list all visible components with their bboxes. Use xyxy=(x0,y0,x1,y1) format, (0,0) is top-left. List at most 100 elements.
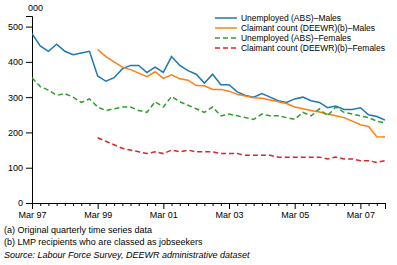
x-tick: Mar 07 xyxy=(347,203,375,220)
x-tick-mark xyxy=(344,203,345,206)
x-tick-mark xyxy=(139,203,140,206)
x-tick xyxy=(106,203,107,206)
y-axis: 0100200300400500 xyxy=(8,17,33,209)
x-tick xyxy=(213,203,214,206)
legend-item: Unemployed (ABS)–Females xyxy=(215,33,351,43)
x-tick-mark xyxy=(122,203,123,206)
legend: Unemployed (ABS)–MalesClaimant count (DE… xyxy=(215,13,385,53)
x-tick-mark xyxy=(180,203,181,206)
y-tick: 0 xyxy=(18,198,32,208)
x-tick xyxy=(196,203,197,206)
x-tick xyxy=(114,203,115,206)
x-tick-mark xyxy=(221,203,222,206)
y-axis-label: 000 xyxy=(28,3,43,13)
x-tick-mark xyxy=(213,203,214,206)
legend-swatch xyxy=(215,37,237,39)
y-tick: 300 xyxy=(8,93,32,103)
x-axis: Mar 97 Mar 99 Mar 01 Mar 03 Mar 05 Mar 07 xyxy=(18,203,385,220)
footnote: (b) LMP recipients who are classed as jo… xyxy=(4,237,203,247)
x-tick-label: Mar 07 xyxy=(347,210,375,220)
x-tick-mark xyxy=(81,203,82,206)
x-tick xyxy=(172,203,173,206)
x-tick-label: Mar 97 xyxy=(18,210,46,220)
x-tick-mark xyxy=(163,203,164,209)
x-tick-mark xyxy=(40,203,41,206)
x-tick xyxy=(328,203,329,206)
x-tick xyxy=(319,203,320,206)
x-tick-mark xyxy=(229,203,230,209)
x-tick-mark xyxy=(245,203,246,206)
series-line xyxy=(32,34,385,120)
y-tick-mark xyxy=(26,203,32,204)
legend-label: Unemployed (ABS)–Females xyxy=(241,33,351,43)
plot: Mar 97Mar 99Mar 01Mar 03Mar 05Mar 070100… xyxy=(8,3,386,220)
y-tick-mark xyxy=(26,62,32,63)
x-tick-mark xyxy=(311,203,312,206)
y-tick-label: 0 xyxy=(18,198,23,208)
x-tick: Mar 01 xyxy=(150,203,178,220)
x-tick-mark xyxy=(188,203,189,206)
x-tick-mark xyxy=(172,203,173,206)
x-tick-mark xyxy=(89,203,90,206)
x-tick-mark xyxy=(98,203,99,209)
x-tick xyxy=(147,203,148,206)
x-tick xyxy=(245,203,246,206)
y-tick-mark xyxy=(26,132,32,133)
x-tick xyxy=(352,203,353,206)
series-line xyxy=(98,138,385,163)
x-tick xyxy=(344,203,345,206)
x-tick-mark xyxy=(352,203,353,206)
x-tick xyxy=(89,203,90,206)
x-tick: Mar 03 xyxy=(216,203,244,220)
x-tick-mark xyxy=(131,203,132,206)
x-tick-label: Mar 01 xyxy=(150,210,178,220)
x-tick xyxy=(270,203,271,206)
x-tick-mark xyxy=(196,203,197,206)
x-tick xyxy=(377,203,378,206)
x-tick-label: Mar 05 xyxy=(281,210,309,220)
x-tick-mark xyxy=(237,203,238,206)
series-line xyxy=(32,78,385,123)
x-tick-mark xyxy=(155,203,156,206)
x-tick-mark xyxy=(204,203,205,206)
x-tick xyxy=(81,203,82,206)
footnote: Source: Labour Force Survey, DEEWR admin… xyxy=(4,250,250,260)
x-tick: Mar 99 xyxy=(84,203,112,220)
y-tick: 200 xyxy=(8,128,32,138)
x-tick xyxy=(262,203,263,206)
x-tick xyxy=(122,203,123,206)
legend-label: Claimant count (DEEWR)(b)–Females xyxy=(241,43,385,53)
x-tick-mark xyxy=(106,203,107,206)
x-axis-line xyxy=(33,204,386,210)
x-tick xyxy=(254,203,255,206)
x-tick xyxy=(303,203,304,206)
x-tick-mark xyxy=(147,203,148,206)
x-tick-mark xyxy=(303,203,304,206)
x-tick-mark xyxy=(278,203,279,206)
x-tick-label: Mar 99 xyxy=(84,210,112,220)
x-tick xyxy=(237,203,238,206)
x-tick xyxy=(73,203,74,206)
y-tick: 500 xyxy=(8,22,32,32)
x-tick-mark xyxy=(254,203,255,206)
x-tick-mark xyxy=(262,203,263,206)
legend-label: Unemployed (ABS)–Males xyxy=(241,13,341,23)
y-tick-mark xyxy=(26,168,32,169)
x-tick xyxy=(278,203,279,206)
legend-item: Claimant count (DEEWR)(b)–Females xyxy=(215,43,385,53)
x-tick-label: Mar 03 xyxy=(216,210,244,220)
x-tick-mark xyxy=(385,203,386,206)
lines xyxy=(32,34,385,163)
x-tick xyxy=(48,203,49,206)
x-tick-mark xyxy=(48,203,49,206)
x-tick xyxy=(286,203,287,206)
footnote: (a) Original quarterly time series data xyxy=(4,225,152,235)
chart: Mar 97Mar 99Mar 01Mar 03Mar 05Mar 070100… xyxy=(0,0,397,265)
x-tick-mark xyxy=(336,203,337,206)
x-tick xyxy=(65,203,66,206)
x-tick-mark xyxy=(270,203,271,206)
y-axis-line xyxy=(26,17,33,204)
legend-label: Claimant count (DEEWR)(b)–Males xyxy=(241,23,375,33)
legend-item: Unemployed (ABS)–Males xyxy=(215,13,341,23)
x-tick xyxy=(385,203,386,206)
